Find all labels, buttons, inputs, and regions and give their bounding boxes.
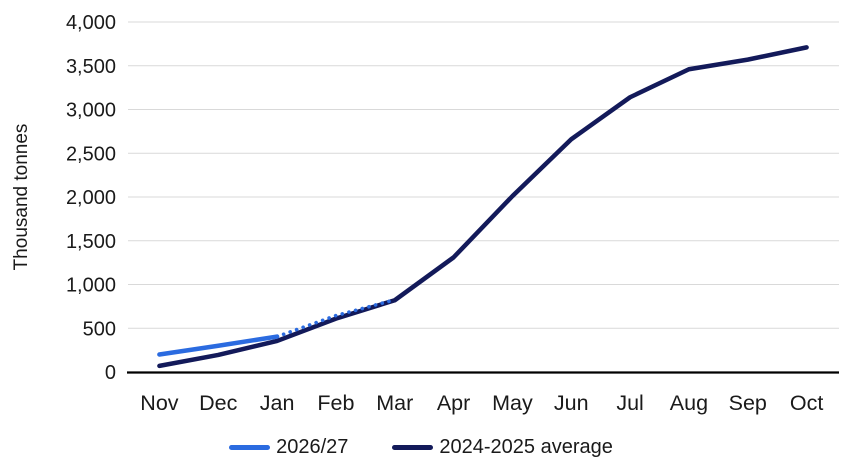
legend-swatch xyxy=(229,444,271,450)
x-tick-label: Sep xyxy=(729,391,767,415)
series-line-2026-27 xyxy=(157,334,280,357)
series-line-2024-2025-average xyxy=(157,45,809,369)
legend-item: 2024-2025 average xyxy=(392,435,613,459)
legend-label: 2026/27 xyxy=(276,435,349,458)
y-tick-label: 1,500 xyxy=(66,231,116,253)
legend-label: 2024-2025 average xyxy=(439,435,613,458)
y-tick-label: 4,000 xyxy=(66,12,116,34)
x-tick-label: Feb xyxy=(317,391,354,415)
gridlines xyxy=(128,21,839,329)
y-tick-label: 2,000 xyxy=(66,187,116,209)
y-axis-title: Thousand tonnes xyxy=(11,124,32,271)
x-tick-label: Nov xyxy=(140,391,178,415)
legend: 2026/27 2024-2025 average xyxy=(0,430,842,464)
x-tick-label: Dec xyxy=(199,391,237,415)
legend-swatch xyxy=(392,444,434,450)
y-tick-label: 500 xyxy=(83,318,116,340)
y-tick-label: 1,000 xyxy=(66,275,116,297)
series-lines xyxy=(157,45,809,369)
y-tick-label: 3,500 xyxy=(66,56,116,78)
x-tick-label: May xyxy=(492,391,533,415)
x-tick-label: Oct xyxy=(790,391,823,415)
x-tick-label: Jul xyxy=(616,391,643,415)
x-tick-label: Jun xyxy=(554,391,589,415)
series-line-2026-27-projection xyxy=(275,298,397,339)
legend-item: 2026/27 xyxy=(229,436,348,459)
y-axis-tick-labels: 0 500 1,000 1,500 2,000 2,500 3,000 3,500 4,000 xyxy=(66,12,116,384)
x-tick-label: Apr xyxy=(437,391,470,415)
y-tick-label: 3,000 xyxy=(66,100,116,122)
line-chart: 05001,0001,5002,0002,5003,0003,5004,000 … xyxy=(11,12,839,415)
x-axis-tick-labels: Nov Dec Jan Feb Mar Apr May Jun Jul Aug Sep Oct xyxy=(140,391,823,415)
y-tick-label: 2,500 xyxy=(66,143,116,165)
x-tick-label: Aug xyxy=(670,391,708,415)
x-tick-label: Jan xyxy=(260,391,295,415)
y-tick-label: 0 xyxy=(105,362,116,384)
x-tick-label: Mar xyxy=(376,391,413,415)
